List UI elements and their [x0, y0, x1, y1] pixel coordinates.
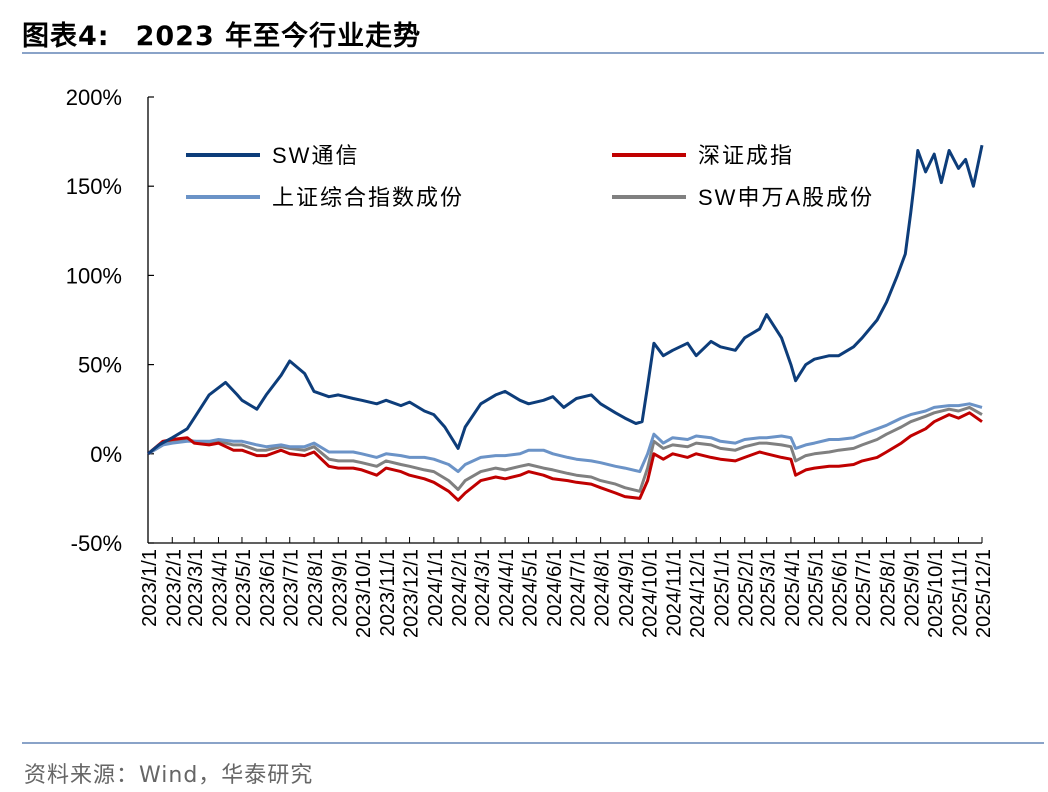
- x-tick-label: 2024/10/1: [639, 549, 661, 638]
- x-tick-label: 2023/3/1: [185, 549, 207, 627]
- x-tick-label: 2025/1/1: [711, 549, 733, 627]
- x-tick-label: 2024/12/1: [687, 549, 709, 638]
- bottom-divider: [22, 742, 1044, 744]
- x-tick-label: 2023/8/1: [305, 549, 327, 627]
- x-tick-label: 2023/5/1: [233, 549, 255, 627]
- axes: [147, 97, 982, 544]
- x-tick-label: 2024/9/1: [616, 549, 638, 627]
- x-tick-label: 2024/11/1: [664, 549, 686, 637]
- x-tick-label: 2024/8/1: [592, 549, 614, 627]
- x-tick-label: 2024/4/1: [496, 549, 518, 627]
- figure-label: 图表4:: [22, 21, 110, 52]
- series-line: [147, 144, 984, 455]
- y-tick-label: 0%: [90, 442, 122, 467]
- figure-title-text: 2023 年至今行业走势: [135, 21, 422, 52]
- series-line: [147, 402, 983, 474]
- x-tick-label: 2024/1/1: [425, 549, 447, 627]
- y-axis-ticks: -50% 0% 50% 100% 150% 200%: [66, 85, 154, 556]
- x-tick-label: 2024/6/1: [544, 549, 566, 627]
- x-tick-label: 2024/2/1: [449, 549, 471, 627]
- legend-label: 深证成指: [698, 143, 794, 168]
- x-tick-label: 2024/3/1: [472, 549, 494, 627]
- x-tick-label: 2024/5/1: [520, 549, 542, 627]
- legend-label: SW申万A股成份: [698, 185, 874, 210]
- x-tick-label: 2025/2/1: [736, 549, 758, 627]
- x-tick-label: 2025/10/1: [925, 549, 947, 638]
- y-tick-label: 50%: [78, 353, 122, 378]
- x-tick-label: 2025/12/1: [973, 549, 995, 638]
- y-tick-label: 200%: [66, 85, 122, 110]
- x-tick-label: 2025/5/1: [805, 549, 827, 627]
- legend-label: SW通信: [272, 143, 359, 168]
- series-lines: [147, 144, 984, 502]
- x-tick-label: 2025/11/1: [950, 549, 972, 637]
- x-axis-ticks: 2023/1/1 2023/2/1 2023/3/1 2023/4/1 2023/5/1…: [139, 537, 995, 638]
- series-line: [147, 405, 983, 493]
- top-divider: [22, 52, 1044, 54]
- x-tick-label: 2023/4/1: [209, 549, 231, 627]
- x-tick-label: 2025/8/1: [877, 549, 899, 627]
- x-tick-label: 2023/9/1: [329, 549, 351, 627]
- x-tick-label: 2023/1/1: [139, 549, 161, 627]
- x-tick-label: 2024/7/1: [567, 549, 589, 627]
- x-tick-label: 2025/9/1: [902, 549, 924, 627]
- y-tick-label: -50%: [71, 531, 122, 556]
- y-tick-label: 100%: [66, 263, 122, 288]
- x-tick-label: 2023/11/1: [377, 549, 399, 637]
- x-tick-label: 2023/2/1: [163, 549, 185, 627]
- y-tick-label: 150%: [66, 174, 122, 199]
- x-tick-label: 2023/10/1: [353, 549, 375, 638]
- x-tick-label: 2023/12/1: [401, 549, 423, 638]
- figure-title: 图表4: 2023 年至今行业走势: [22, 14, 421, 53]
- x-tick-label: 2025/7/1: [853, 549, 875, 627]
- source-note: 资料来源：Wind，华泰研究: [24, 763, 314, 788]
- x-tick-label: 2023/7/1: [281, 549, 303, 627]
- x-tick-label: 2025/4/1: [782, 549, 804, 627]
- x-tick-label: 2025/3/1: [758, 549, 780, 627]
- legend-label: 上证综合指数成份: [272, 185, 464, 210]
- x-tick-label: 2025/6/1: [830, 549, 852, 627]
- x-tick-label: 2023/6/1: [257, 549, 279, 627]
- series-line: [147, 411, 983, 502]
